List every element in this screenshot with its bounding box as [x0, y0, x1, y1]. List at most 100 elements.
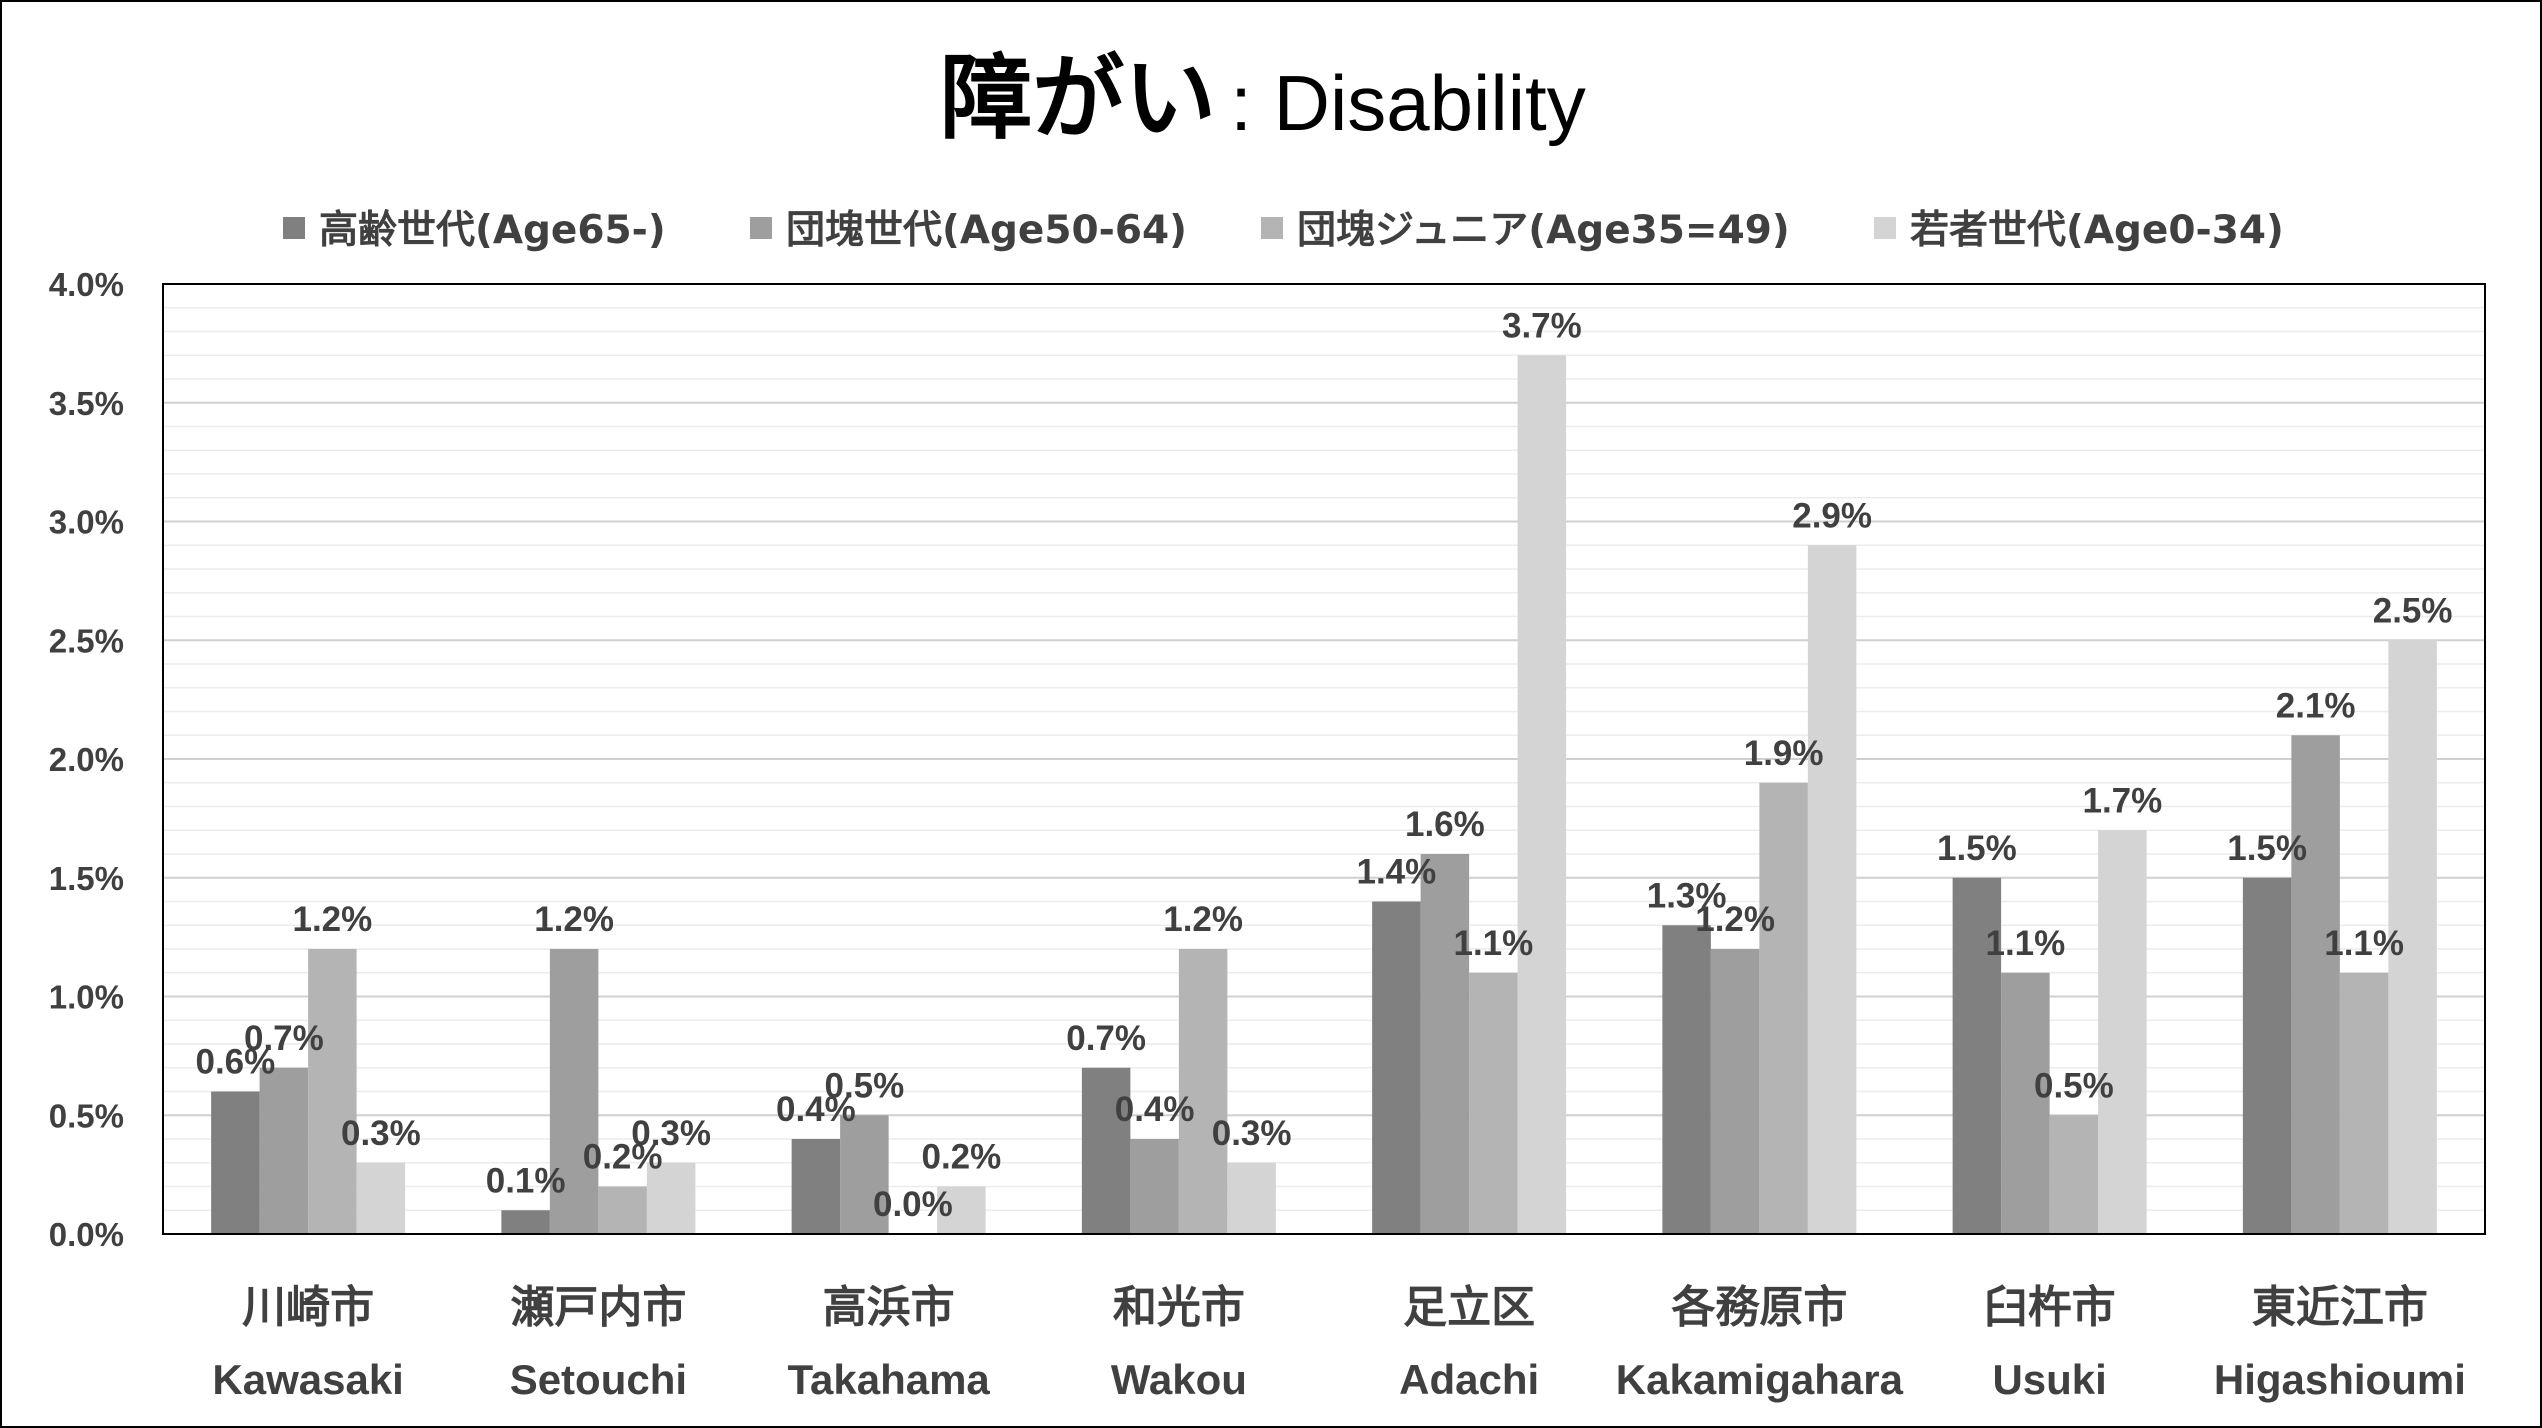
x-tick-label-en: Setouchi: [510, 1356, 687, 1403]
data-label: 0.5%: [2034, 1066, 2114, 1105]
x-tick-label-en: Wakou: [1111, 1356, 1247, 1403]
data-label: 0.3%: [1212, 1114, 1292, 1153]
x-tick-label-ja: 高浜市: [823, 1282, 955, 1333]
data-label: 2.9%: [1792, 496, 1872, 535]
y-tick-label: 3.0%: [49, 504, 124, 541]
legend-item-label: 団塊世代(Age50-64): [786, 208, 1187, 253]
data-label: 0.2%: [583, 1138, 663, 1177]
data-label: 0.4%: [1115, 1090, 1195, 1129]
data-labels: 0.6% 0.1% 0.4% 0.7% 1.4% 1.3% 1.5% 1.5% 0.7% 1.2%…: [195, 306, 2452, 1224]
y-tick-label: 2.0%: [49, 741, 124, 778]
bar: [501, 1210, 550, 1234]
bar: [937, 1186, 986, 1234]
y-tick-label: 4.0%: [49, 266, 124, 303]
y-tick-label: 2.5%: [49, 622, 124, 659]
data-label: 1.2%: [1695, 900, 1775, 939]
data-label: 1.6%: [1405, 805, 1485, 844]
plot-area-border: [162, 283, 2486, 1235]
x-tick-label-en: Usuki: [1992, 1356, 2106, 1403]
bar: [1081, 1067, 1131, 1234]
x-tick-label-en: Kakamigahara: [1616, 1356, 1904, 1403]
bar: [598, 1186, 647, 1234]
data-label: 1.5%: [2227, 829, 2307, 868]
bar: [1130, 1139, 1179, 1234]
chart-title-main: 障がい: [940, 45, 1216, 152]
data-label: 0.1%: [486, 1161, 566, 1200]
bar: [2001, 972, 2050, 1234]
bar: [2388, 640, 2437, 1234]
x-tick-label-en: Adachi: [1399, 1356, 1539, 1403]
bar: [1227, 1162, 1276, 1234]
bar: [2049, 1115, 2099, 1234]
chart-title-sub: : Disability: [1230, 59, 1585, 147]
data-label: 1.2%: [534, 900, 614, 939]
legend-swatch: [750, 217, 772, 239]
bar: [1178, 949, 1228, 1234]
bar: [2339, 972, 2389, 1234]
data-label: 1.5%: [1937, 829, 2017, 868]
x-tick-label-ja: 瀬戸内市: [510, 1282, 686, 1333]
legend-item-label: 若者世代(Age0-34): [1910, 208, 2284, 253]
bar: [1952, 877, 2002, 1234]
data-label: 0.5%: [824, 1066, 904, 1105]
bar: [1372, 901, 1421, 1234]
legend-swatch: [1261, 217, 1283, 239]
data-label: 1.1%: [2324, 924, 2404, 963]
bar: [2291, 735, 2340, 1234]
data-label: 1.1%: [1453, 924, 1533, 963]
x-tick-label-en: Takahama: [787, 1356, 990, 1403]
data-label: 1.9%: [1744, 734, 1824, 773]
chart-legend: 高齢世代(Age65-) 団塊世代(Age50-64) 団塊ジュニア(Age35=4…: [283, 208, 2284, 253]
bar: [1420, 854, 1470, 1234]
data-label: 0.4%: [776, 1090, 856, 1129]
data-label: 2.5%: [2373, 591, 2453, 630]
bar: [1662, 925, 1711, 1234]
data-label: 1.1%: [1985, 924, 2065, 963]
y-tick-label: 1.5%: [49, 860, 124, 897]
bar: [549, 949, 599, 1234]
bar: [1469, 972, 1518, 1234]
bar: [2242, 877, 2292, 1234]
x-tick-label-ja: 臼杵市: [1984, 1282, 2116, 1333]
x-tick-label-ja: 和光市: [1113, 1282, 1245, 1333]
data-label: 3.7%: [1502, 306, 1582, 345]
y-tick-label: 1.0%: [49, 979, 124, 1016]
bar: [1807, 545, 1857, 1234]
data-label: 1.2%: [292, 900, 372, 939]
x-tick-label-ja: 東近江市: [2252, 1282, 2428, 1333]
bar: [1517, 355, 1567, 1234]
chart-title: 障がい: Disability: [940, 45, 1585, 152]
bar: [1710, 949, 1760, 1234]
data-label: 1.7%: [2082, 781, 2162, 820]
y-tick-label: 3.5%: [49, 385, 124, 422]
bar: [2098, 830, 2147, 1234]
x-tick-label-ja: 各務原市: [1671, 1282, 1847, 1333]
x-tick-label-ja: 足立区: [1403, 1282, 1535, 1333]
x-tick-label-en: Higashioumi: [2214, 1356, 2466, 1403]
bar: [356, 1162, 406, 1234]
y-tick-label: 0.0%: [49, 1216, 124, 1253]
data-label: 0.3%: [341, 1114, 421, 1153]
bar: [791, 1139, 841, 1234]
data-label: 0.6%: [195, 1043, 275, 1082]
bar: [840, 1115, 889, 1234]
legend-item-label: 高齢世代(Age65-): [319, 208, 666, 253]
bar: [211, 1091, 260, 1234]
data-label: 1.3%: [1647, 876, 1727, 915]
data-label: 0.2%: [921, 1138, 1001, 1177]
data-label: 0.3%: [631, 1114, 711, 1153]
legend-item-label: 団塊ジュニア(Age35=49): [1297, 208, 1790, 253]
x-tick-label-en: Kawasaki: [212, 1356, 403, 1403]
data-label: 1.2%: [1163, 900, 1243, 939]
bar: [646, 1162, 696, 1234]
bar-marks: [211, 355, 2437, 1234]
data-label: 0.0%: [873, 1185, 953, 1224]
data-label: 2.1%: [2276, 686, 2356, 725]
data-label: 0.7%: [1066, 1019, 1146, 1058]
legend-swatch: [283, 217, 305, 239]
data-label: 1.4%: [1356, 853, 1436, 892]
data-label: 0.7%: [244, 1019, 324, 1058]
legend-swatch: [1874, 217, 1896, 239]
